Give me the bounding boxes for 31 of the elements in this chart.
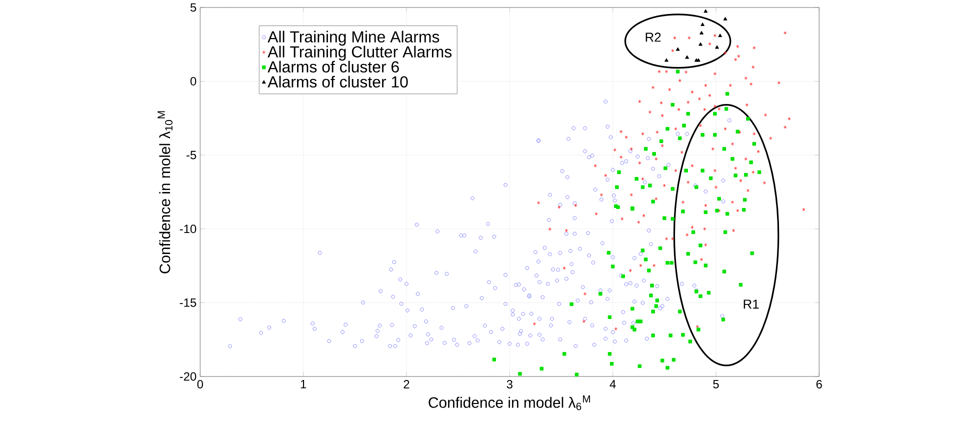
point — [698, 42, 702, 46]
point — [700, 30, 704, 34]
legend-label: Alarms of cluster 10 — [268, 76, 408, 88]
x-tick-label: 0 — [197, 380, 204, 388]
point — [704, 9, 708, 13]
y-axis-title: Confidence in molel λ$_{10}$M — [158, 111, 173, 274]
x-axis-title: Confidence in model λ$_{6}$M — [428, 395, 590, 410]
point — [718, 34, 722, 38]
legend-label: All Training Mine Alarms — [268, 30, 440, 46]
x-tick-label: 6 — [816, 380, 822, 388]
y-tick-label: -20 — [180, 372, 196, 381]
x-tick-label: 3 — [506, 380, 512, 388]
y-tick-label: 5 — [190, 3, 196, 12]
point — [676, 47, 680, 51]
point — [715, 45, 719, 49]
x-tick-label: 2 — [404, 380, 410, 388]
point — [685, 55, 690, 59]
point — [700, 22, 705, 26]
x-tick-label: 5 — [713, 380, 719, 388]
x-tick-label: 4 — [610, 380, 616, 388]
legend-label: Alarms of cluster 6 — [268, 60, 399, 73]
x-tick-label: 1 — [300, 380, 306, 388]
annotation: R1 — [744, 300, 759, 309]
y-tick-label: -15 — [180, 298, 196, 307]
legend-label: All Training Clutter Alarms — [268, 46, 452, 61]
y-tick-label: -10 — [180, 224, 196, 234]
point — [664, 58, 668, 62]
y-tick-label: 0 — [190, 77, 196, 86]
point — [723, 16, 728, 20]
annotation: R2 — [646, 32, 661, 42]
y-tick-label: -5 — [186, 150, 196, 160]
